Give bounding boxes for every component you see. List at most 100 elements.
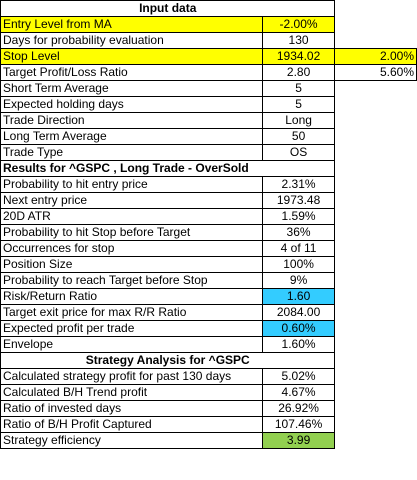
label-cell[interactable]: Occurrences for stop bbox=[0, 240, 263, 257]
label-cell[interactable]: Expected holding days bbox=[0, 96, 263, 113]
table-row: Strategy efficiency 3.99 bbox=[0, 432, 417, 449]
label-cell[interactable]: Calculated strategy profit for past 130 … bbox=[0, 368, 263, 385]
value-cell[interactable]: 4 of 11 bbox=[261, 240, 336, 257]
label-cell[interactable]: Target Profit/Loss Ratio bbox=[0, 64, 263, 81]
value-cell[interactable]: 3.99 bbox=[261, 432, 336, 449]
label-cell[interactable]: Strategy efficiency bbox=[0, 432, 263, 449]
table-row: Target exit price for max R/R Ratio 2084.… bbox=[0, 304, 417, 321]
empty-cell[interactable] bbox=[335, 337, 417, 353]
empty-cell[interactable] bbox=[335, 209, 417, 225]
empty-cell[interactable] bbox=[335, 353, 417, 369]
value-cell[interactable]: 1.59% bbox=[261, 208, 336, 225]
table-row: Calculated strategy profit for past 130 … bbox=[0, 368, 417, 385]
empty-cell[interactable] bbox=[335, 241, 417, 257]
value-cell[interactable]: 2.80 bbox=[261, 64, 336, 81]
value-cell[interactable]: 36% bbox=[261, 224, 336, 241]
value-cell[interactable]: 0.60% bbox=[261, 320, 336, 337]
label-cell[interactable]: Risk/Return Ratio bbox=[0, 288, 263, 305]
table-row: Ratio of invested days 26.92% bbox=[0, 400, 417, 417]
label-cell[interactable]: Probability to reach Target before Stop bbox=[0, 272, 263, 289]
empty-cell[interactable] bbox=[335, 401, 417, 417]
empty-cell[interactable] bbox=[335, 1, 417, 17]
value-cell[interactable]: 2084.00 bbox=[261, 304, 336, 321]
table-row: Ratio of B/H Profit Captured 107.46% bbox=[0, 416, 417, 433]
empty-cell[interactable] bbox=[335, 113, 417, 129]
value-cell[interactable]: OS bbox=[261, 144, 336, 161]
table-row: Position Size 100% bbox=[0, 256, 417, 273]
spreadsheet-body: Input data Entry Level from MA -2.00% Days … bbox=[0, 0, 417, 449]
empty-cell[interactable] bbox=[335, 129, 417, 145]
table-row: Envelope 1.60% bbox=[0, 336, 417, 353]
empty-cell[interactable] bbox=[335, 17, 417, 33]
empty-cell[interactable] bbox=[335, 417, 417, 433]
section-header[interactable]: Input data bbox=[0, 0, 336, 17]
table-row: Long Term Average 50 bbox=[0, 128, 417, 145]
value-cell[interactable]: 1.60% bbox=[261, 336, 336, 353]
value-cell[interactable]: 130 bbox=[261, 32, 336, 49]
value-cell[interactable]: 5 bbox=[261, 80, 336, 97]
table-row: Strategy Analysis for ^GSPC bbox=[0, 352, 417, 369]
value-cell[interactable]: 1934.02 bbox=[261, 48, 336, 65]
label-cell[interactable]: Entry Level from MA bbox=[0, 16, 263, 33]
empty-cell[interactable] bbox=[335, 289, 417, 305]
value-cell[interactable]: 26.92% bbox=[261, 400, 336, 417]
empty-cell[interactable] bbox=[335, 257, 417, 273]
label-cell[interactable]: Probability to hit Stop before Target bbox=[0, 224, 263, 241]
value-cell[interactable]: 5 bbox=[261, 96, 336, 113]
empty-cell[interactable] bbox=[335, 193, 417, 209]
empty-cell[interactable] bbox=[335, 369, 417, 385]
label-cell[interactable]: Trade Direction bbox=[0, 112, 263, 129]
table-row: Probability to hit Stop before Target 36% bbox=[0, 224, 417, 241]
label-cell[interactable]: Trade Type bbox=[0, 144, 263, 161]
label-cell[interactable]: 20D ATR bbox=[0, 208, 263, 225]
label-cell[interactable]: Target exit price for max R/R Ratio bbox=[0, 304, 263, 321]
label-cell[interactable]: Expected profit per trade bbox=[0, 320, 263, 337]
empty-cell[interactable] bbox=[335, 33, 417, 49]
label-cell[interactable]: Ratio of invested days bbox=[0, 400, 263, 417]
empty-cell[interactable] bbox=[335, 273, 417, 289]
value-cell[interactable]: 4.67% bbox=[261, 384, 336, 401]
label-cell[interactable]: Position Size bbox=[0, 256, 263, 273]
label-cell[interactable]: Envelope bbox=[0, 336, 263, 353]
label-cell[interactable]: Long Term Average bbox=[0, 128, 263, 145]
empty-cell[interactable] bbox=[335, 81, 417, 97]
table-row: 20D ATR 1.59% bbox=[0, 208, 417, 225]
empty-cell[interactable] bbox=[335, 385, 417, 401]
value-cell[interactable]: 1.60 bbox=[261, 288, 336, 305]
value-cell[interactable]: 5.02% bbox=[261, 368, 336, 385]
value-cell[interactable]: 50 bbox=[261, 128, 336, 145]
table-row: Days for probability evaluation 130 bbox=[0, 32, 417, 49]
value-cell[interactable]: 107.46% bbox=[261, 416, 336, 433]
empty-cell[interactable] bbox=[335, 97, 417, 113]
section-header[interactable]: Strategy Analysis for ^GSPC bbox=[0, 352, 336, 369]
empty-cell[interactable] bbox=[335, 321, 417, 337]
label-cell[interactable]: Stop Level bbox=[0, 48, 263, 65]
label-cell[interactable]: Probability to hit entry price bbox=[0, 176, 263, 193]
empty-cell[interactable] bbox=[335, 145, 417, 161]
value-cell[interactable]: 9% bbox=[261, 272, 336, 289]
table-row: Next entry price 1973.48 bbox=[0, 192, 417, 209]
value-cell[interactable]: 100% bbox=[261, 256, 336, 273]
empty-cell[interactable] bbox=[335, 225, 417, 241]
table-row: Expected holding days 5 bbox=[0, 96, 417, 113]
side-value-cell[interactable]: 5.60% bbox=[334, 64, 417, 81]
empty-cell[interactable] bbox=[335, 161, 417, 177]
table-row: Calculated B/H Trend profit 4.67% bbox=[0, 384, 417, 401]
empty-cell[interactable] bbox=[335, 177, 417, 193]
value-cell[interactable]: Long bbox=[261, 112, 336, 129]
label-cell[interactable]: Short Term Average bbox=[0, 80, 263, 97]
label-cell[interactable]: Calculated B/H Trend profit bbox=[0, 384, 263, 401]
table-row: Probability to reach Target before Stop 9… bbox=[0, 272, 417, 289]
value-cell[interactable]: -2.00% bbox=[261, 16, 336, 33]
label-cell[interactable]: Ratio of B/H Profit Captured bbox=[0, 416, 263, 433]
table-row: Input data bbox=[0, 0, 417, 17]
table-row: Stop Level 1934.02 2.00% bbox=[0, 48, 417, 65]
label-cell[interactable]: Next entry price bbox=[0, 192, 263, 209]
empty-cell[interactable] bbox=[335, 433, 417, 449]
empty-cell[interactable] bbox=[335, 305, 417, 321]
side-value-cell[interactable]: 2.00% bbox=[334, 48, 417, 65]
value-cell[interactable]: 1973.48 bbox=[261, 192, 336, 209]
label-cell[interactable]: Days for probability evaluation bbox=[0, 32, 263, 49]
section-header[interactable]: Results for ^GSPC , Long Trade - OverSol… bbox=[0, 160, 336, 177]
value-cell[interactable]: 2.31% bbox=[261, 176, 336, 193]
